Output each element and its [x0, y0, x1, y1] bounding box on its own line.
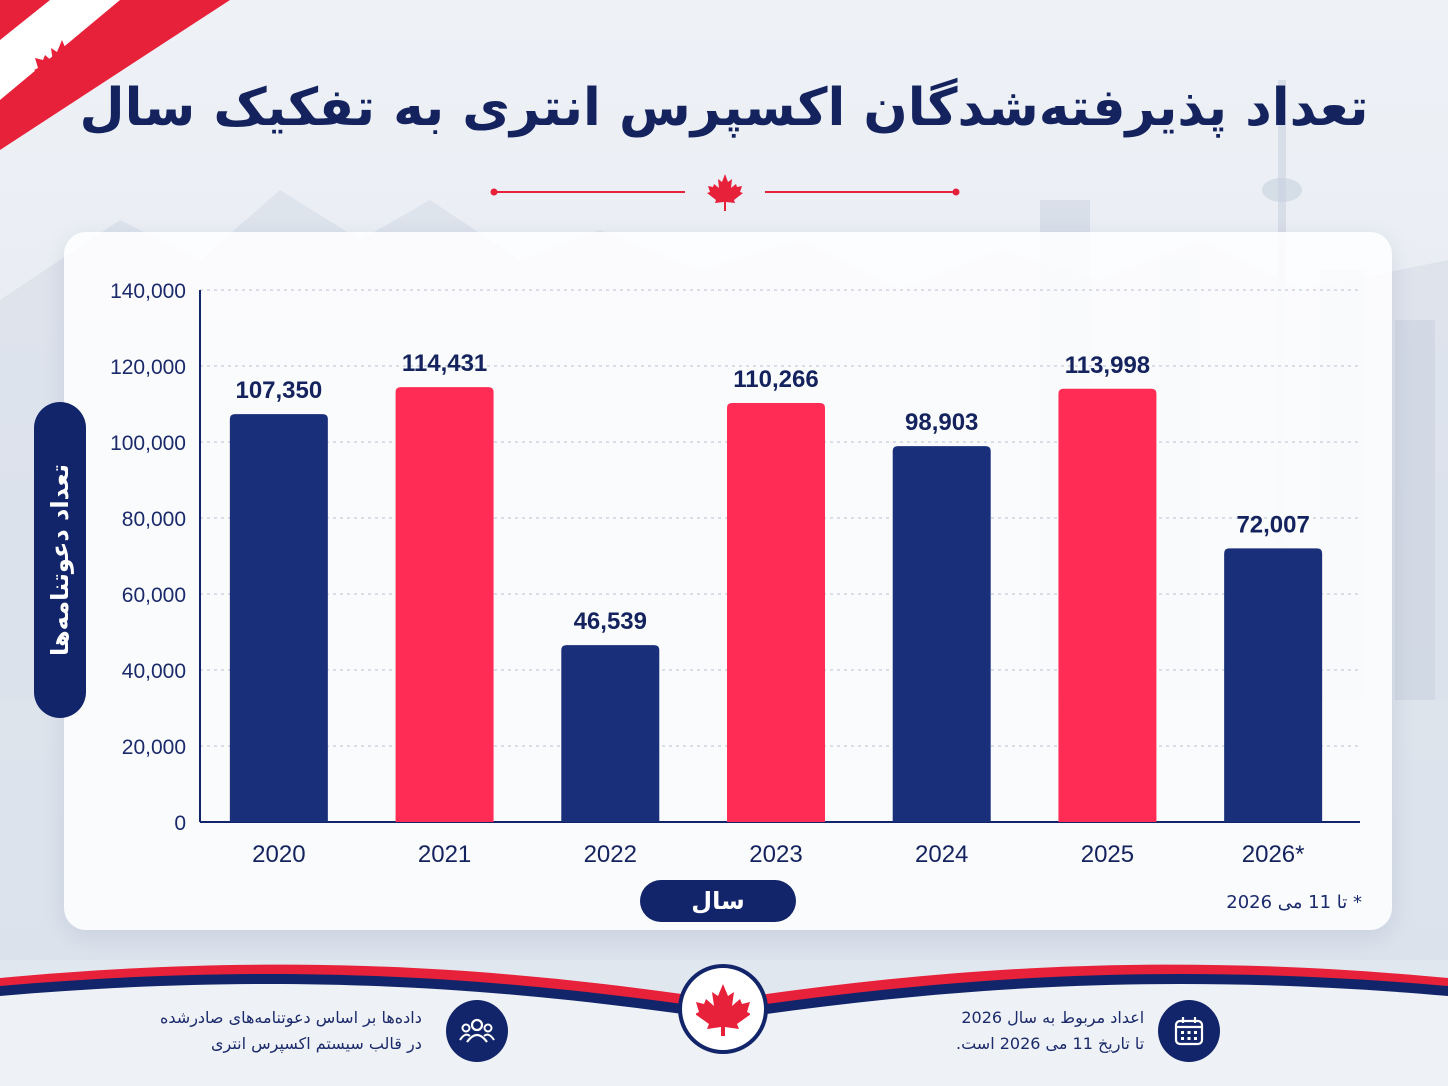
x-axis-title: سال	[640, 880, 796, 922]
info-right-line1: اعداد مربوط به سال 2026	[961, 1008, 1145, 1027]
info-left-line1: داده‌ها بر اساس دعوتنامه‌های صادرشده	[160, 1008, 422, 1027]
bar-2026	[1224, 548, 1323, 822]
maple-leaf-icon	[707, 174, 743, 211]
y-tick-label: 0	[174, 812, 186, 835]
x-tick-label: 2023	[749, 841, 802, 868]
bar-2022	[561, 645, 660, 822]
x-tick-label: 2025	[1081, 841, 1134, 868]
info-date-note: اعداد مربوط به سال 2026 تا تاریخ 11 می 2…	[956, 1000, 1221, 1062]
title-divider	[490, 174, 960, 211]
x-tick-label: 2020	[252, 841, 305, 868]
y-tick-label: 80,000	[122, 508, 186, 531]
y-tick-label: 60,000	[122, 584, 186, 607]
x-tick-label: 2022	[584, 841, 637, 868]
value-label: 72,007	[1236, 511, 1309, 538]
footnote: * تا 11 می 2026	[1226, 892, 1362, 913]
y-tick-label: 120,000	[110, 356, 186, 379]
maple-leaf-icon	[696, 984, 750, 1036]
x-tick-label: 2024	[915, 841, 968, 868]
maple-leaf-badge	[678, 964, 768, 1054]
info-data-source: داده‌ها بر اساس دعوتنامه‌های صادرشده در …	[160, 1000, 508, 1062]
y-tick-label: 20,000	[122, 736, 186, 759]
value-label: 98,903	[905, 409, 978, 436]
y-axis-title-pill	[34, 402, 86, 718]
bar-2025	[1058, 388, 1157, 822]
people-icon	[445, 1000, 508, 1062]
calendar-icon	[1158, 1000, 1221, 1062]
x-tick-label: 2021	[418, 841, 471, 868]
bar-2023	[727, 402, 825, 822]
value-label: 114,431	[402, 350, 487, 377]
info-right-line2: تا تاریخ 11 می 2026 است.	[956, 1034, 1145, 1053]
value-label: 107,350	[235, 377, 322, 404]
bar-2021	[395, 387, 494, 822]
page-title: تعداد پذیرفته‌شدگان اکسپرس انتری به تفکی…	[79, 78, 1369, 138]
bar-2024	[892, 446, 991, 822]
y-axis-title: تعداد دعوتنامه‌ها	[46, 464, 74, 656]
info-left-line2: در قالب سیستم اکسپرس انتری	[210, 1034, 422, 1053]
x-tick-label: 2026*	[1242, 841, 1305, 868]
value-label: 46,539	[574, 608, 647, 635]
y-tick-label: 40,000	[122, 660, 186, 683]
bar-2020	[229, 414, 328, 822]
y-tick-label: 140,000	[110, 280, 186, 303]
y-tick-label: 100,000	[110, 432, 186, 455]
canada-flag-icon	[0, 0, 230, 150]
value-label: 113,998	[1065, 352, 1150, 379]
value-label: 110,266	[733, 366, 818, 393]
